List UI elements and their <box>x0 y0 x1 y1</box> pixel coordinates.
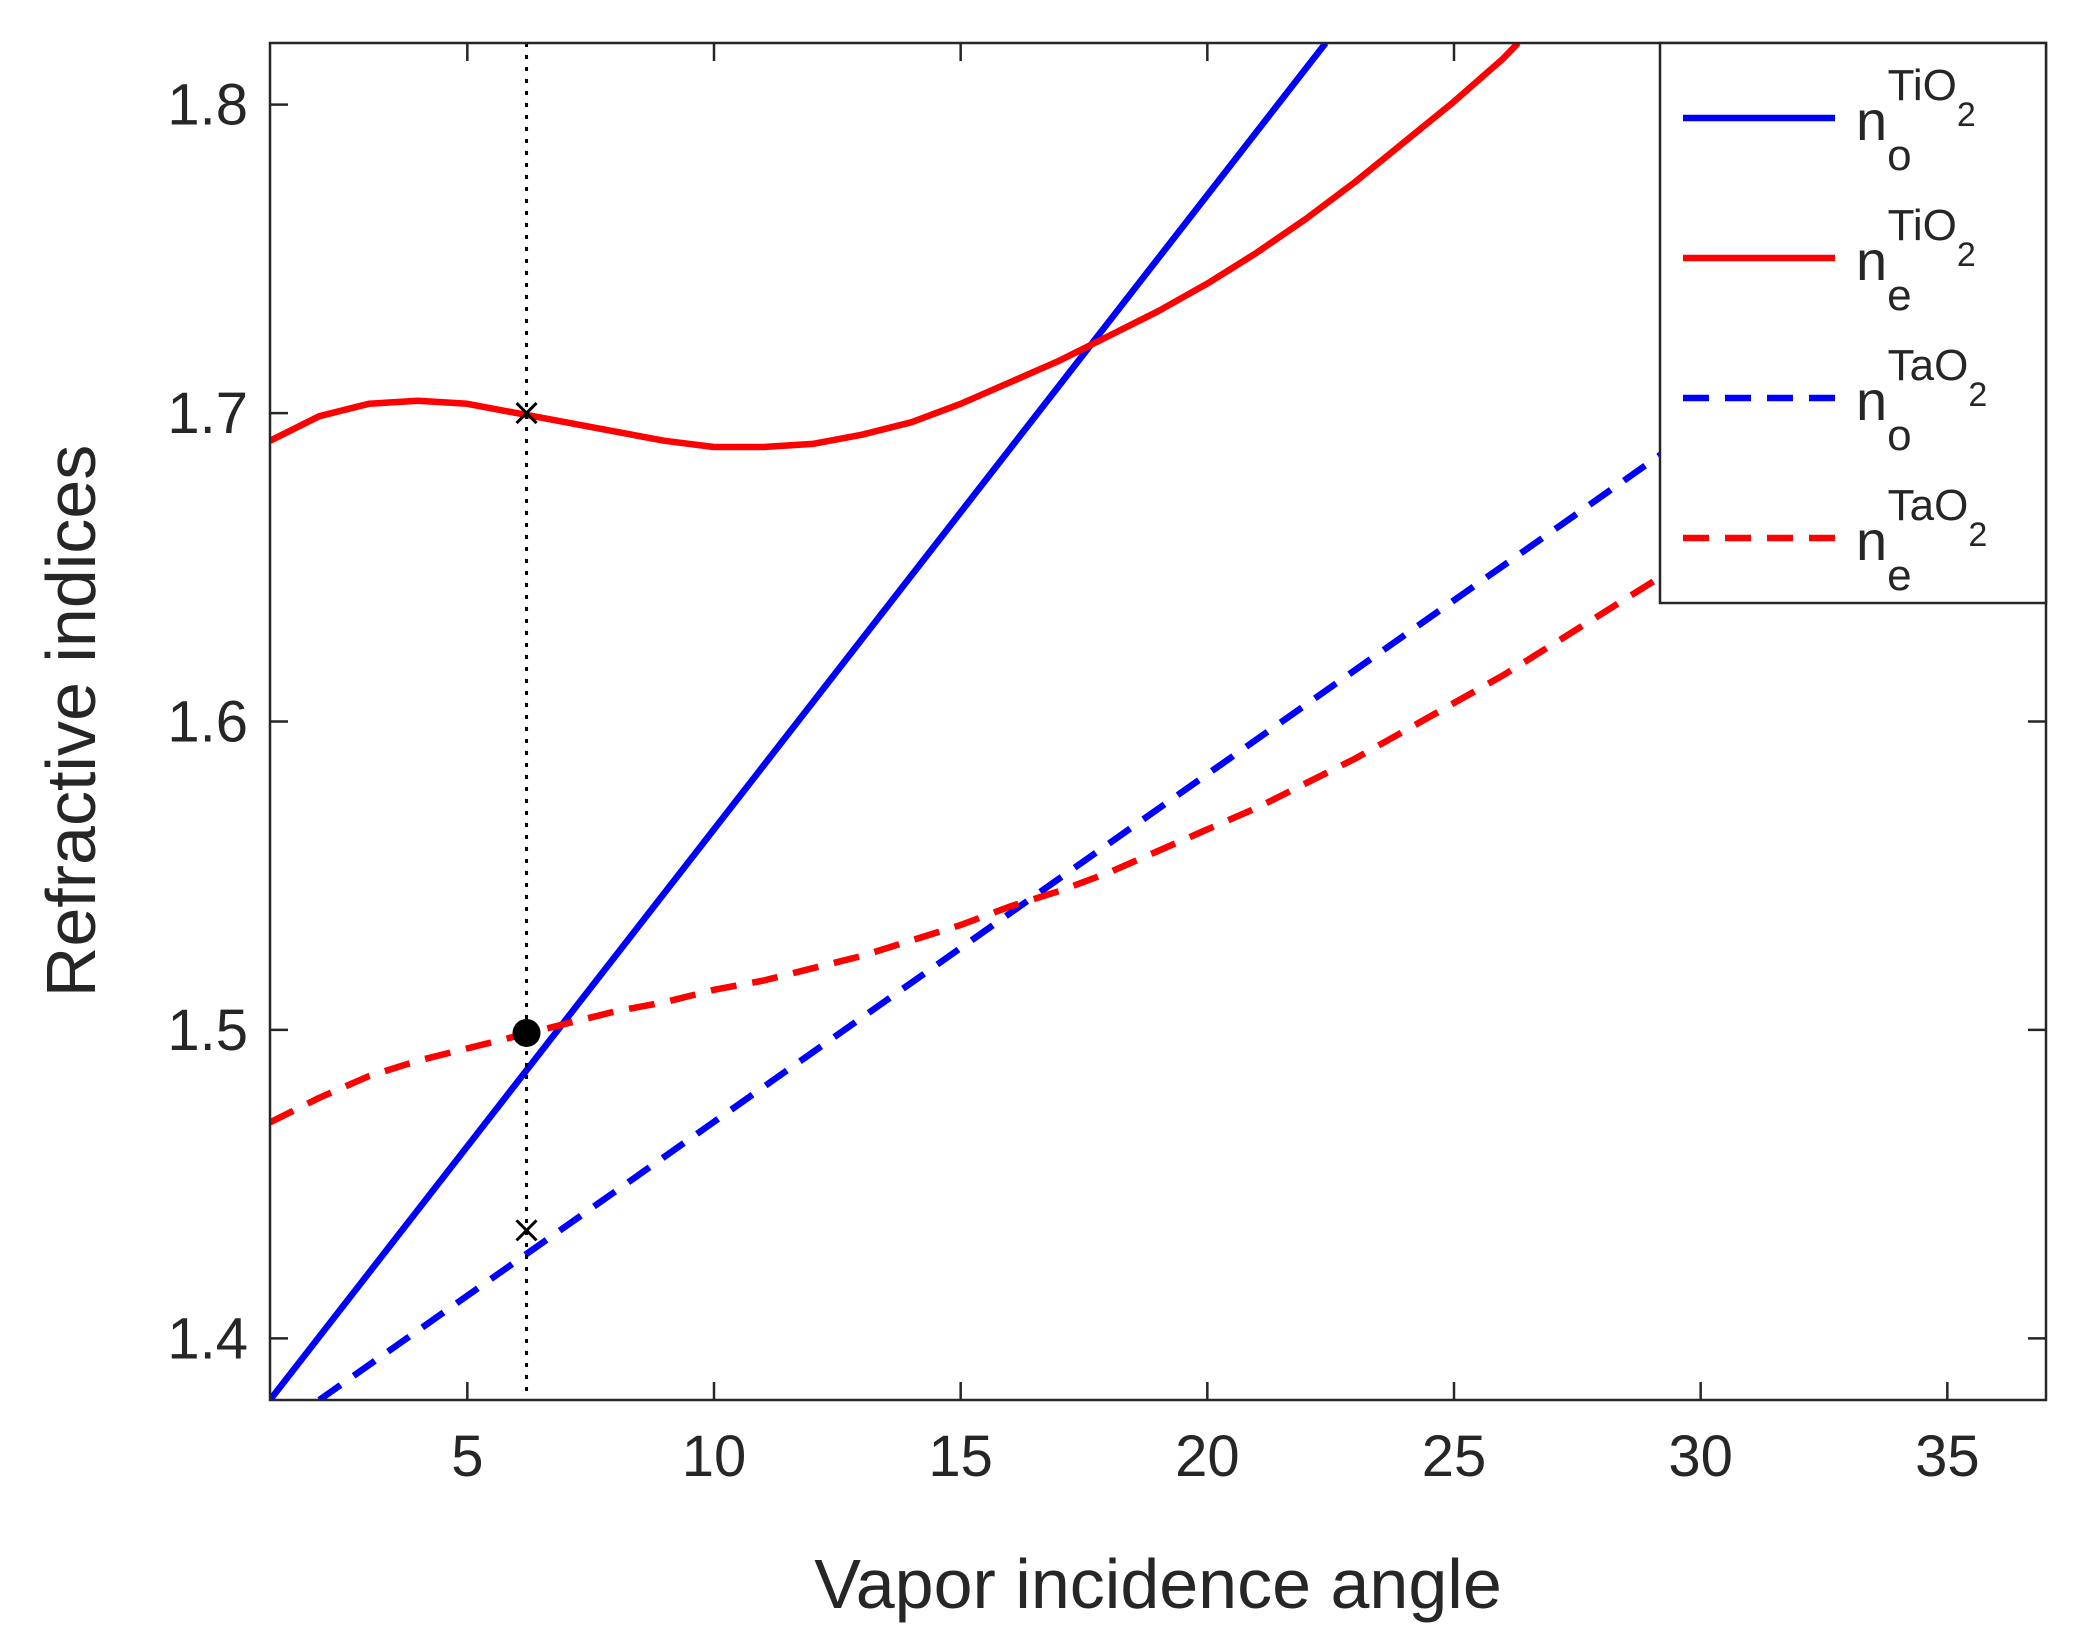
series-line-2 <box>270 43 1521 451</box>
x-tick-label: 5 <box>451 1424 483 1489</box>
y-tick-label: 1.4 <box>167 1306 248 1371</box>
y-tick-label: 1.5 <box>167 998 248 1063</box>
intersection-point-marker <box>512 1018 541 1047</box>
legend-label: noTaO2 <box>1856 341 1987 460</box>
legend-label: neTaO2 <box>1856 481 1987 600</box>
x-marker <box>515 402 538 425</box>
x-tick-label: 10 <box>682 1424 747 1489</box>
x-tick-label: 15 <box>928 1424 993 1489</box>
series-line-3 <box>317 441 1678 1400</box>
annotation-layer <box>512 43 541 1400</box>
y-axis-label: Refractive indices <box>32 445 110 997</box>
legend: noTiO2 neTiO2 noTaO2 neTaO2 <box>1658 41 2048 605</box>
legend-entry-4: neTaO2 <box>1683 481 1987 600</box>
legend-entry-1: noTiO2 <box>1683 61 1976 180</box>
x-marker <box>515 1219 538 1242</box>
y-tick-label: 1.6 <box>167 690 248 755</box>
y-tick-label: 1.7 <box>167 381 248 446</box>
x-tick-label: 30 <box>1668 1424 1733 1489</box>
y-axis: 1.4 1.5 1.6 1.7 1.8 <box>167 73 2046 1371</box>
x-tick-label: 25 <box>1422 1424 1487 1489</box>
x-tick-label: 20 <box>1175 1424 1240 1489</box>
legend-label: noTiO2 <box>1856 61 1976 180</box>
legend-entry-2: neTiO2 <box>1683 201 1976 320</box>
x-axis: 5 10 15 20 25 30 35 <box>451 43 1980 1489</box>
x-axis-label: Vapor incidence angle <box>814 1545 1502 1623</box>
y-tick-label: 1.8 <box>167 73 248 138</box>
legend-label: neTiO2 <box>1856 201 1976 320</box>
series-line-4 <box>270 564 1678 1126</box>
series-layer <box>270 43 1678 1400</box>
x-tick-label: 35 <box>1915 1424 1980 1489</box>
series-line-1 <box>270 43 1329 1400</box>
legend-entry-3: noTaO2 <box>1683 341 1987 460</box>
legend-box <box>1658 41 2048 605</box>
